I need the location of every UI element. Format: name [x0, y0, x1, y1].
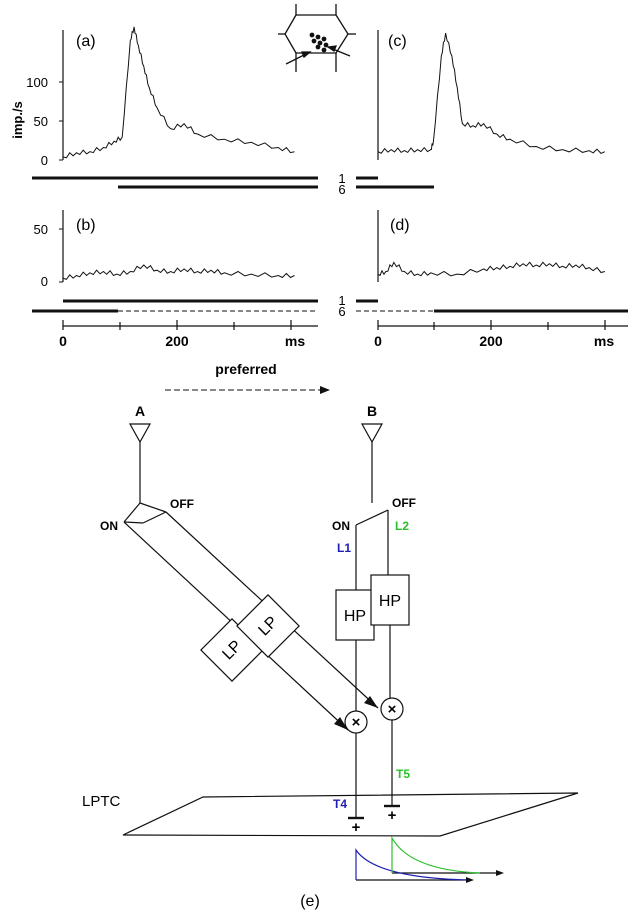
lptc-plane [122, 792, 579, 837]
xtick-200-right: 200 [479, 333, 503, 349]
stim-label-6-top: 6 [338, 182, 345, 197]
panel-label-d: (d) [390, 217, 410, 234]
multiply-t5-icon: × [388, 701, 397, 718]
panel-label-e: (e) [300, 893, 320, 910]
on-label-b: ON [332, 519, 350, 533]
receptor-b-label: B [367, 403, 377, 419]
receptor-a-icon [128, 423, 152, 444]
t5-label: T5 [396, 767, 410, 781]
xtick-ms-left: ms [285, 333, 305, 349]
hp-box-l2 [370, 574, 410, 626]
panel-label-c: (c) [388, 33, 407, 50]
panel-a: (a) [59, 26, 295, 161]
lp-box-2 [236, 594, 300, 658]
circuit-diagram [122, 423, 579, 881]
x-axis-right [377, 320, 628, 330]
ytick-label-50-bottom: 50 [34, 222, 48, 237]
off-label-a: OFF [170, 497, 194, 511]
hp-label-l1: HP [344, 608, 366, 625]
y-axis-label: imp./s [10, 101, 25, 139]
trace-b [62, 264, 295, 281]
xtick-200-left: 200 [165, 333, 189, 349]
hp-box-l1 [335, 589, 375, 641]
t4-label: T4 [333, 797, 347, 811]
stim-label-6-bottom: 6 [338, 304, 345, 319]
panel-d: (d) [377, 210, 606, 282]
panel-label-a: (a) [76, 33, 96, 50]
plus-t5-icon: + [388, 807, 397, 824]
l2-response-curve [391, 835, 481, 874]
xtick-0-right: 0 [374, 333, 382, 349]
ytick-label-50-top: 50 [34, 114, 48, 129]
plus-t4-icon: + [352, 819, 361, 836]
l2-label: L2 [395, 519, 409, 533]
panel-b: (b) [59, 210, 295, 283]
x-axis-left [62, 320, 318, 330]
curve-arrowhead-2-icon [496, 870, 504, 876]
panel-label-b: (b) [76, 217, 96, 234]
multiply-t4-icon: × [352, 714, 361, 731]
stimulus-bars-top [32, 176, 434, 189]
preferred-arrowhead-icon [320, 386, 330, 394]
stimulus-bars-bottom [32, 299, 628, 313]
l1-response-curve [355, 848, 471, 881]
arrowhead-t5-icon [364, 696, 378, 708]
arrowhead-t4-icon [334, 717, 348, 730]
l1-label: L1 [337, 541, 351, 555]
ommatidia-inset-icon [278, 4, 356, 72]
trace-d [377, 261, 606, 277]
stim-label-1-top: 1 [338, 171, 345, 186]
ytick-label-0-top: 0 [41, 153, 48, 168]
hp-label-l2: HP [379, 593, 401, 610]
panel-c: (c) [377, 30, 606, 160]
lptc-label: LPTC [82, 793, 121, 810]
ytick-label-100: 100 [26, 75, 48, 90]
trace-c [377, 33, 606, 154]
receptor-b-icon [360, 423, 384, 444]
trace-a [62, 26, 295, 159]
xtick-0-left: 0 [59, 333, 67, 349]
xtick-ms-right: ms [594, 333, 614, 349]
off-label-b: OFF [392, 496, 416, 510]
curve-arrowhead-1-icon [466, 877, 474, 883]
stim-label-1-bottom: 1 [338, 293, 345, 308]
receptor-a-label: A [135, 403, 145, 419]
preferred-label: preferred [215, 361, 276, 377]
on-label-a: ON [100, 519, 118, 533]
ytick-label-0-bottom: 0 [41, 274, 48, 289]
